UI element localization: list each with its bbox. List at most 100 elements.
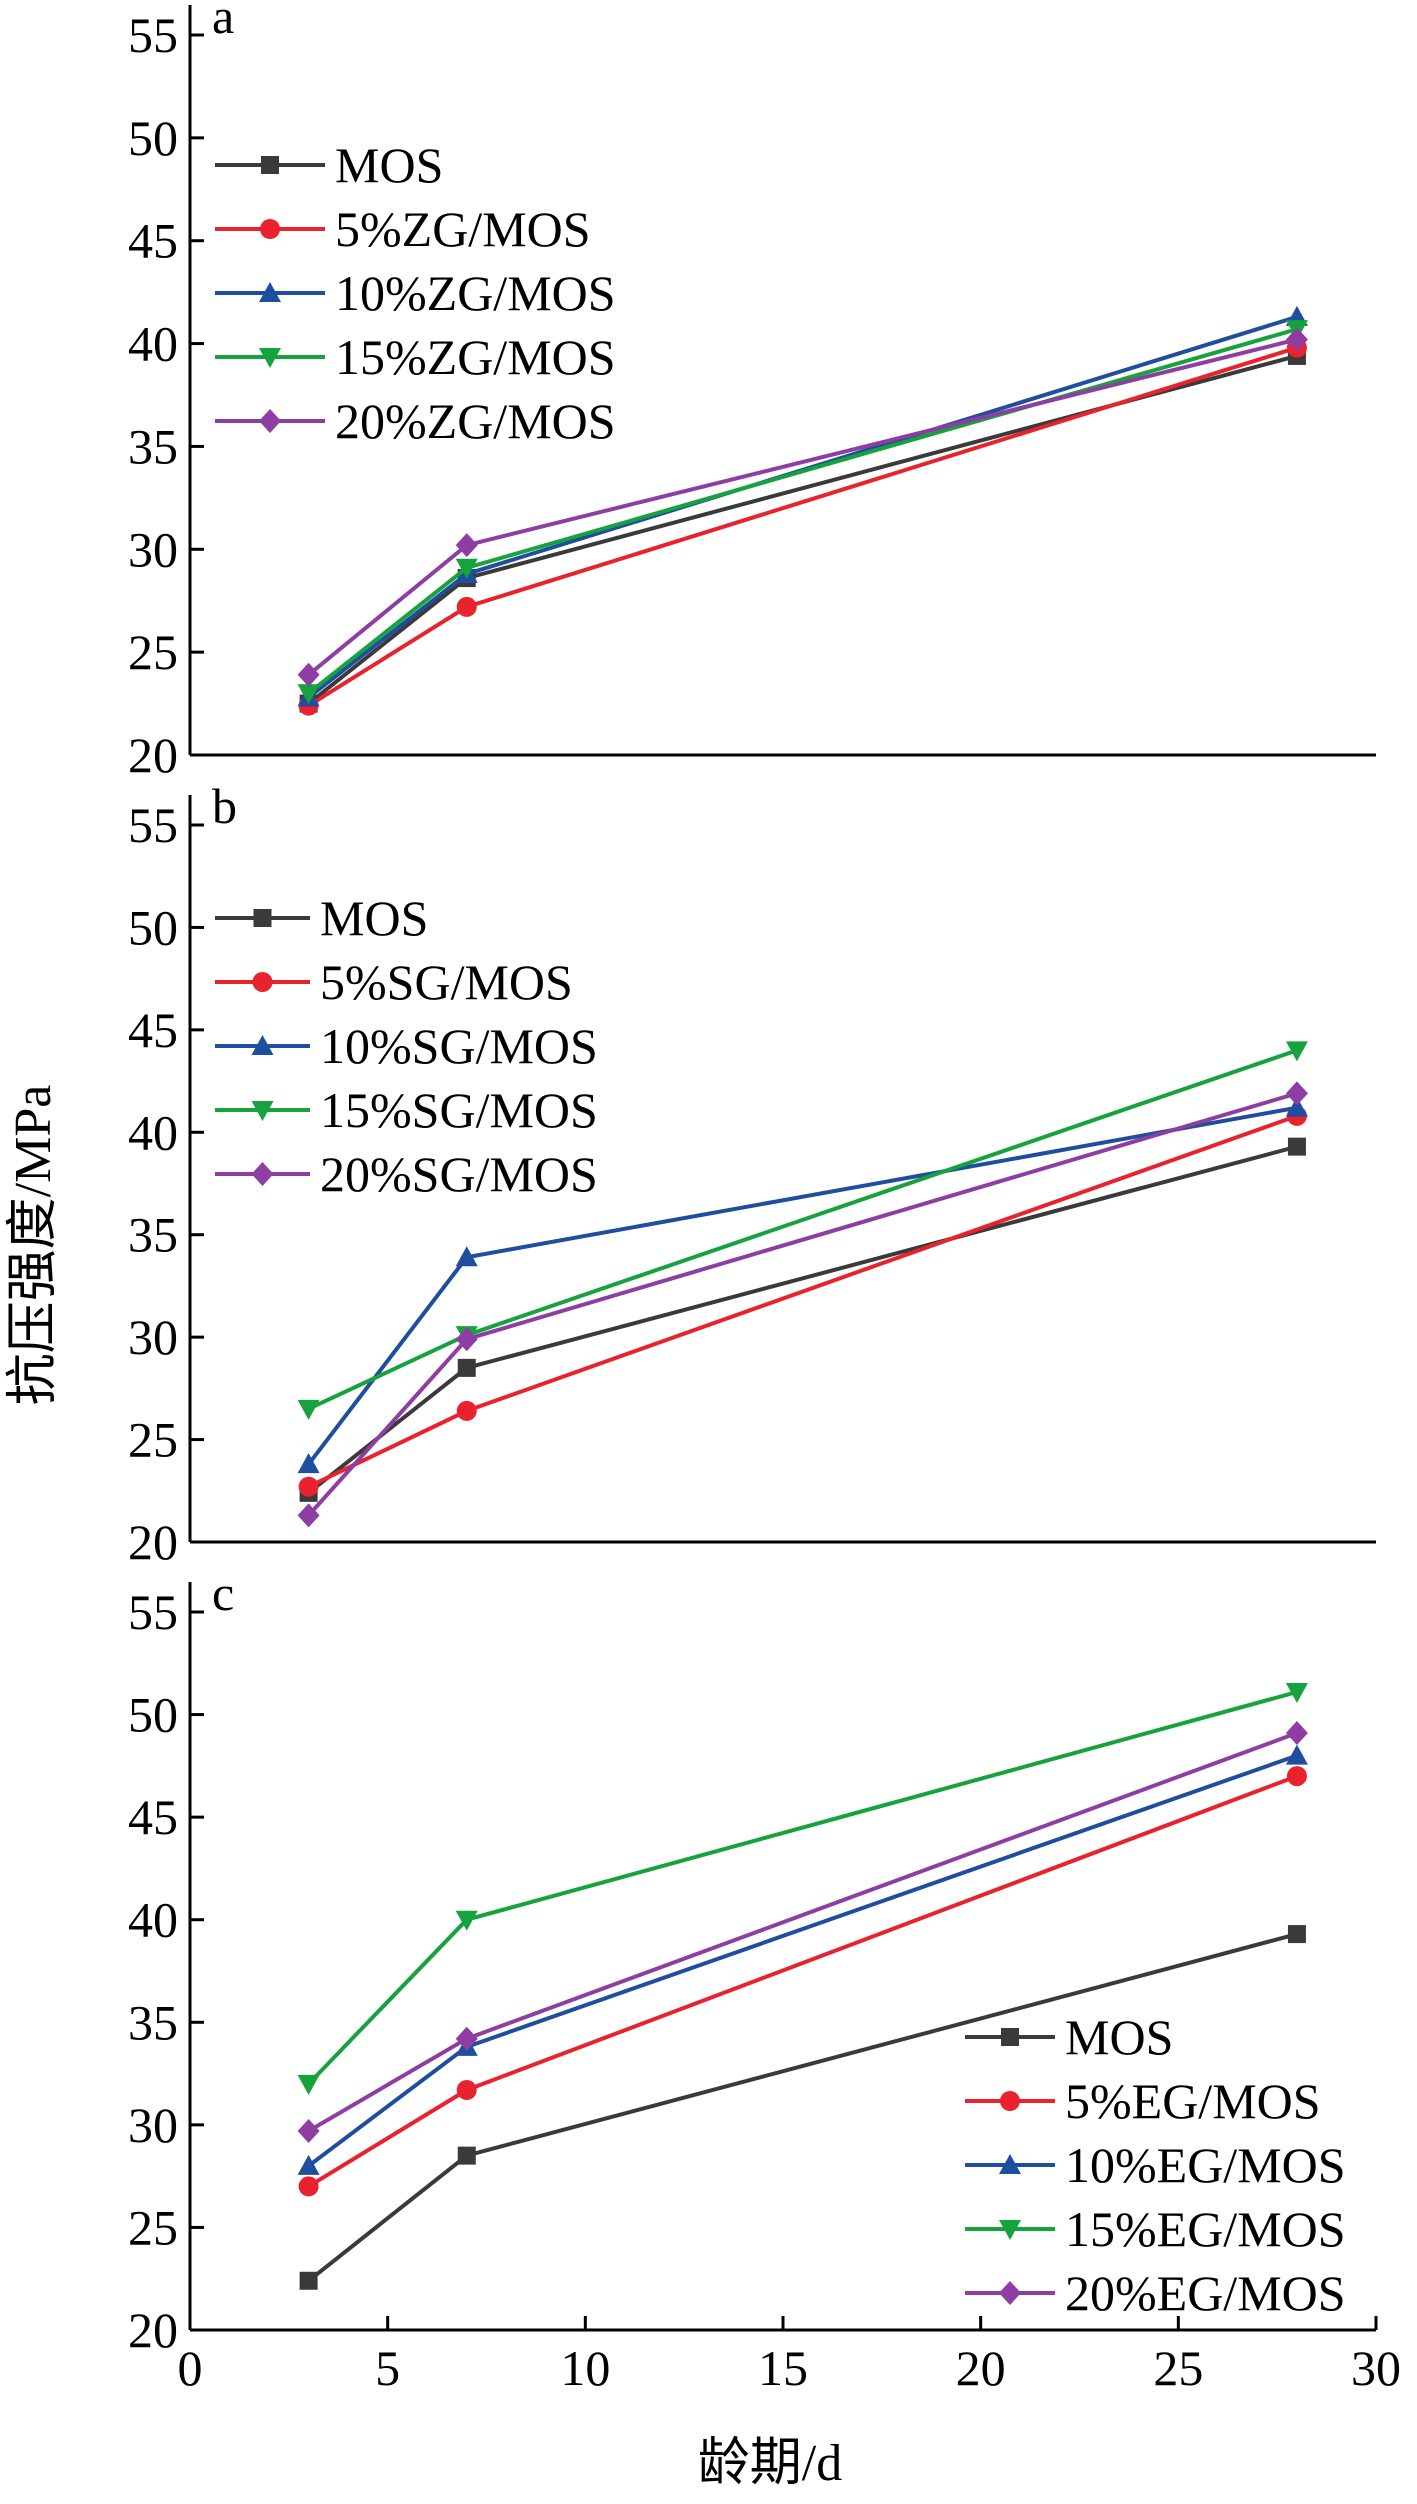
y-tick-label: 50 (128, 1687, 178, 1743)
data-point (297, 1453, 320, 1474)
y-tick-label: 30 (128, 521, 178, 577)
y-tick-label: 30 (128, 1309, 178, 1365)
y-tick-label: 50 (128, 110, 178, 166)
data-point (1285, 1081, 1308, 1106)
data-point (455, 1910, 478, 1931)
legend-label: 10%SG/MOS (320, 1018, 598, 1074)
y-tick-label: 40 (128, 1892, 178, 1948)
data-point (1285, 1721, 1308, 1746)
legend: MOS 5%SG/MOS 10%SG/MOS 15%SG/MOS 20%SG/MOS (215, 890, 598, 1202)
data-point (1287, 1925, 1306, 1944)
legend-marker (252, 972, 273, 992)
x-tick-label: 30 (1351, 2340, 1401, 2396)
y-tick-label: 45 (128, 1002, 178, 1058)
series-line (307, 337, 1298, 677)
y-tick-label: 30 (128, 2097, 178, 2153)
data-point (1285, 1683, 1308, 1704)
legend-label: MOS (1065, 2009, 1173, 2065)
panel-tag: a (212, 0, 234, 44)
data-point (297, 1503, 320, 1528)
data-point (297, 2074, 320, 2095)
panel-a: 20 25 30 35 40 45 50 55 a MOS 5%ZG/MOS 10%ZG/MOS 15%… (128, 0, 1376, 783)
legend-marker (251, 1035, 274, 1055)
y-tick-label: 50 (128, 899, 178, 955)
legend-label: 15%SG/MOS (320, 1082, 598, 1138)
data-point (456, 2079, 477, 2100)
data-point (1286, 1766, 1307, 1787)
x-axis-title: 龄期/d (698, 2435, 842, 2492)
data-point (298, 1476, 319, 1497)
x-tick-label: 0 (178, 2340, 203, 2396)
y-tick-label: 20 (128, 1514, 178, 1570)
data-point (1285, 1041, 1308, 1062)
y-tick-label: 45 (128, 213, 178, 269)
y-tick-label: 55 (128, 7, 178, 63)
legend-label: 10%EG/MOS (1065, 2137, 1346, 2193)
y-tick-label: 35 (128, 418, 178, 474)
data-point (457, 1358, 476, 1377)
data-point (1285, 327, 1308, 352)
y-tick-label: 20 (128, 2302, 178, 2358)
data-point (455, 2026, 478, 2051)
legend-marker (261, 156, 279, 174)
y-tick-label: 25 (128, 624, 178, 680)
legend-label: 15%ZG/MOS (335, 329, 616, 385)
legend-marker (259, 409, 281, 433)
data-point (1285, 1744, 1308, 1765)
y-tick-label: 35 (128, 1207, 178, 1263)
y-axis-title: 抗压强度/MPa (5, 1085, 62, 1406)
y-tick-label: 40 (128, 316, 178, 372)
data-point (1285, 1096, 1308, 1117)
legend-marker (1001, 2028, 1019, 2046)
legend-label: 20%SG/MOS (320, 1146, 598, 1202)
legend-label: MOS (335, 137, 443, 193)
y-tick-label: 25 (128, 2199, 178, 2255)
data-point (455, 558, 478, 579)
data-point (297, 684, 320, 705)
data-point (455, 533, 478, 558)
data-point (456, 596, 477, 617)
legend-marker (253, 909, 272, 927)
data-point (297, 2119, 320, 2144)
legend-label: 15%EG/MOS (1065, 2201, 1346, 2257)
legend-label: 10%ZG/MOS (335, 265, 616, 321)
x-tick-label: 15 (758, 2340, 808, 2396)
panel-tag: b (212, 778, 237, 834)
data-point (1287, 1137, 1306, 1156)
legend-marker (1000, 2091, 1020, 2111)
x-tick-label: 25 (1153, 2340, 1203, 2396)
legend-marker (251, 1101, 274, 1121)
data-point (457, 2146, 476, 2165)
y-tick-label: 25 (128, 1412, 178, 1468)
data-point (455, 1327, 478, 1352)
y-tick-label: 40 (128, 1104, 178, 1160)
legend-marker (259, 282, 281, 302)
legend-label: 20%ZG/MOS (335, 393, 616, 449)
legend-marker (251, 1162, 274, 1186)
data-point (297, 1399, 320, 1420)
y-tick-label: 45 (128, 1789, 178, 1845)
y-tick-label: 35 (128, 1994, 178, 2050)
legend-marker (259, 348, 281, 368)
data-point (455, 1246, 478, 1267)
y-tick-label: 55 (128, 797, 178, 853)
legend-label: 5%ZG/MOS (335, 201, 591, 257)
y-tick-label: 20 (128, 727, 178, 783)
data-point (456, 1400, 477, 1421)
legend-marker (999, 2220, 1021, 2240)
legend: MOS 5%ZG/MOS 10%ZG/MOS 15%ZG/MOS 20%ZG/MOS (215, 137, 616, 449)
legend: MOS 5%EG/MOS 10%EG/MOS 15%EG/MOS 20%EG/MOS (965, 2009, 1346, 2321)
data-point (299, 2271, 318, 2290)
data-point (297, 662, 320, 687)
x-tick-label: 20 (956, 2340, 1006, 2396)
x-tick-label: 5 (375, 2340, 400, 2396)
legend-marker (999, 2154, 1021, 2174)
legend-marker (260, 219, 280, 239)
data-point (297, 2154, 320, 2175)
y-tick-label: 55 (128, 1584, 178, 1640)
legend-label: 20%EG/MOS (1065, 2265, 1346, 2321)
legend-label: 5%EG/MOS (1065, 2073, 1321, 2129)
legend-marker (999, 2281, 1021, 2305)
